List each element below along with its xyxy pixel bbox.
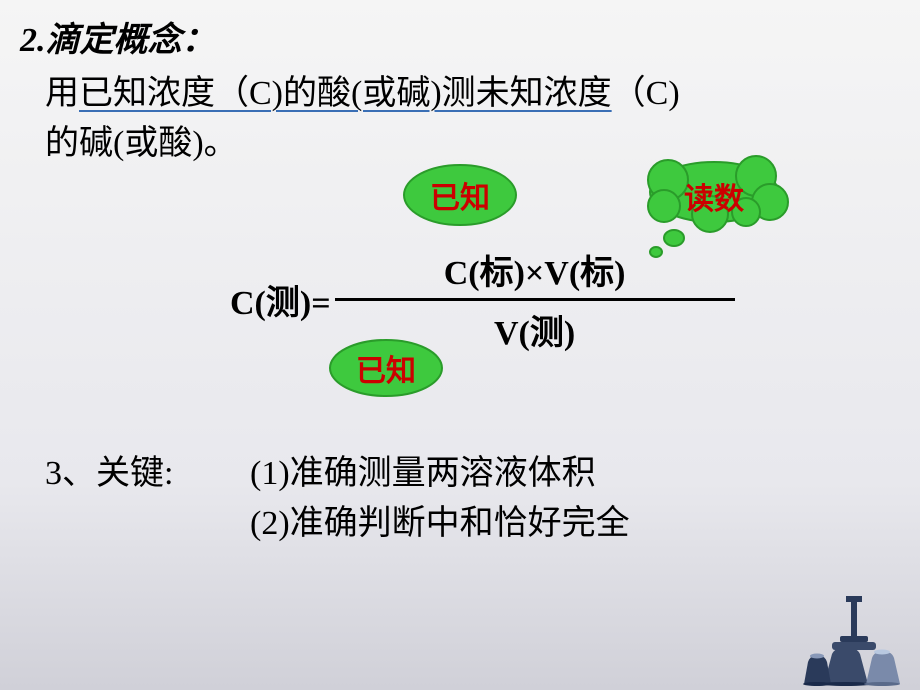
definition-suffix: （C) — [612, 75, 680, 112]
section-2-heading: 2.滴定概念： — [20, 12, 216, 61]
callout-bubble-reading: 读数 — [638, 150, 798, 260]
definition-line-1: 用已知浓度（C)的酸(或碱)测未知浓度（C) — [45, 65, 680, 114]
key-point-2: (2)准确判断中和恰好完全 — [250, 495, 630, 544]
definition-underlined: 已知浓度（C)的酸(或碱)测未知浓度 — [79, 75, 612, 112]
equation-numerator: C(标)×V(标) — [434, 245, 636, 298]
equation-lhs: C(测)= — [230, 275, 331, 324]
callout-text-known-top: 已知 — [430, 173, 490, 217]
section-3-heading: 3、关键: — [45, 445, 173, 494]
callout-text-reading: 读数 — [684, 174, 744, 218]
key-point-1: (1)准确测量两溶液体积 — [250, 445, 596, 494]
equation-denominator: V(测) — [484, 301, 585, 354]
callout-bubble-known-top: 已知 — [400, 160, 520, 230]
equation: C(测)= C(标)×V(标) V(测) — [230, 245, 735, 354]
definition-line-2: 的碱(或酸)。 — [45, 115, 238, 164]
lab-apparatus-icon — [796, 596, 906, 686]
equation-fraction: C(标)×V(标) V(测) — [335, 245, 735, 354]
definition-prefix: 用 — [45, 75, 79, 112]
callout-text-known-bottom: 已知 — [356, 346, 416, 390]
